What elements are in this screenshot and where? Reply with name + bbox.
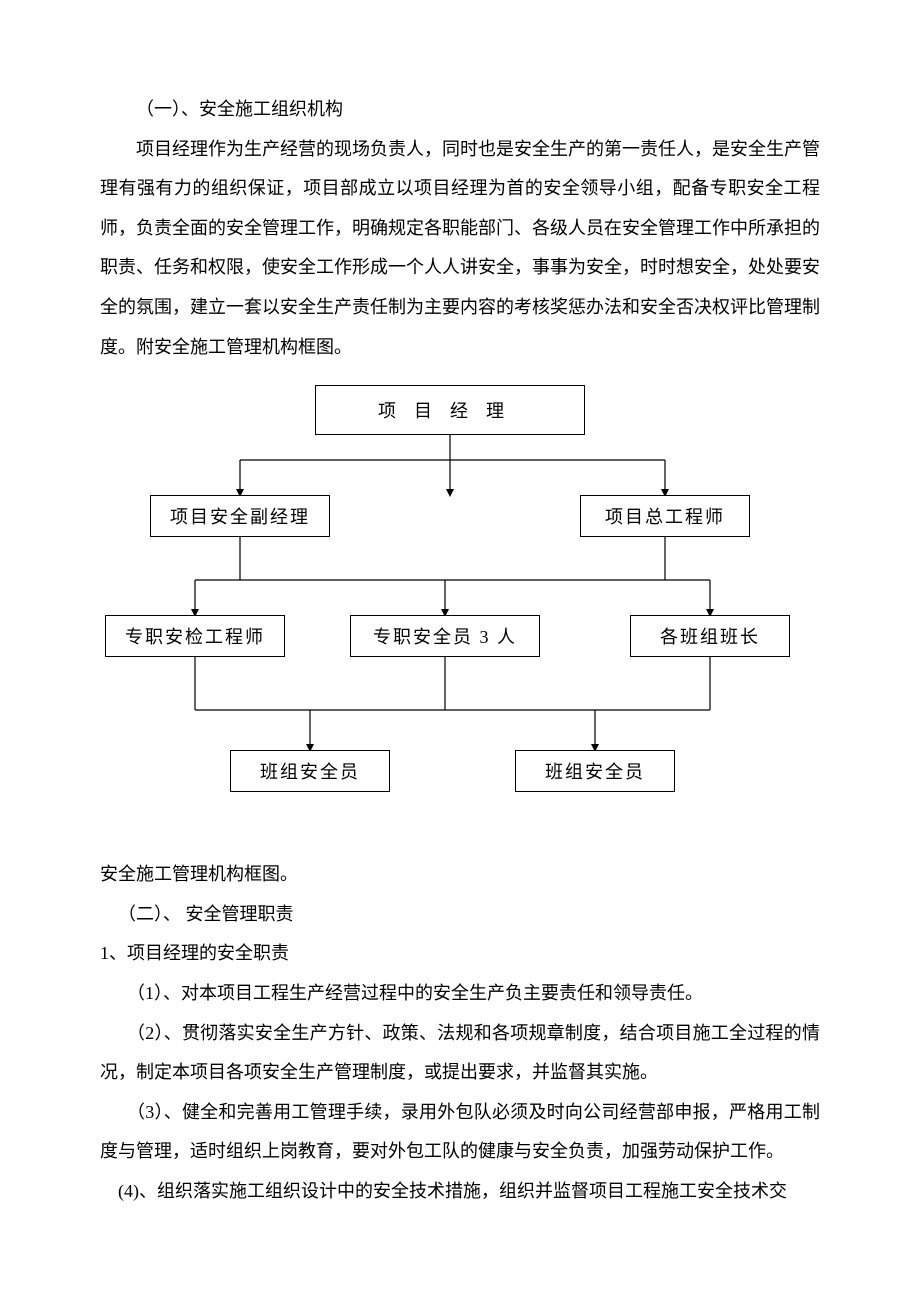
node-team-safety-officer-2: 班组安全员 bbox=[515, 750, 675, 792]
section1-heading: （一）、安全施工组织机构 bbox=[100, 90, 820, 130]
node-team-safety-officer-1: 班组安全员 bbox=[230, 750, 390, 792]
org-chart: 项目经理 项目安全副经理 项目总工程师 专职安检工程师 专职安全员 3 人 各班… bbox=[100, 385, 820, 845]
sub1-title: 1、项目经理的安全职责 bbox=[100, 934, 820, 974]
item-4: (4)、组织落实施工组织设计中的安全技术措施，组织并监督项目工程施工安全技术交 bbox=[100, 1172, 820, 1212]
node-safety-officers: 专职安全员 3 人 bbox=[350, 615, 540, 657]
chart-caption: 安全施工管理机构框图。 bbox=[100, 855, 820, 895]
section1-body: 项目经理作为生产经营的现场负责人，同时也是安全生产的第一责任人，是安全生产管理有… bbox=[100, 130, 820, 368]
node-project-manager: 项目经理 bbox=[315, 385, 585, 435]
document-page: （一）、安全施工组织机构 项目经理作为生产经营的现场负责人，同时也是安全生产的第… bbox=[0, 0, 920, 1272]
section2-heading: （二）、 安全管理职责 bbox=[100, 895, 820, 935]
node-safety-vice-manager: 项目安全副经理 bbox=[150, 495, 330, 537]
node-safety-engineer: 专职安检工程师 bbox=[105, 615, 285, 657]
node-team-leaders: 各班组班长 bbox=[630, 615, 790, 657]
item-2: （2）、贯彻落实安全生产方针、政策、法规和各项规章制度，结合项目施工全过程的情况… bbox=[100, 1014, 820, 1093]
node-chief-engineer: 项目总工程师 bbox=[580, 495, 750, 537]
item-3: （3）、健全和完善用工管理手续，录用外包队必须及时向公司经营部申报，严格用工制度… bbox=[100, 1093, 820, 1172]
item-1: （1）、对本项目工程生产经营过程中的安全生产负主要责任和领导责任。 bbox=[100, 974, 820, 1014]
